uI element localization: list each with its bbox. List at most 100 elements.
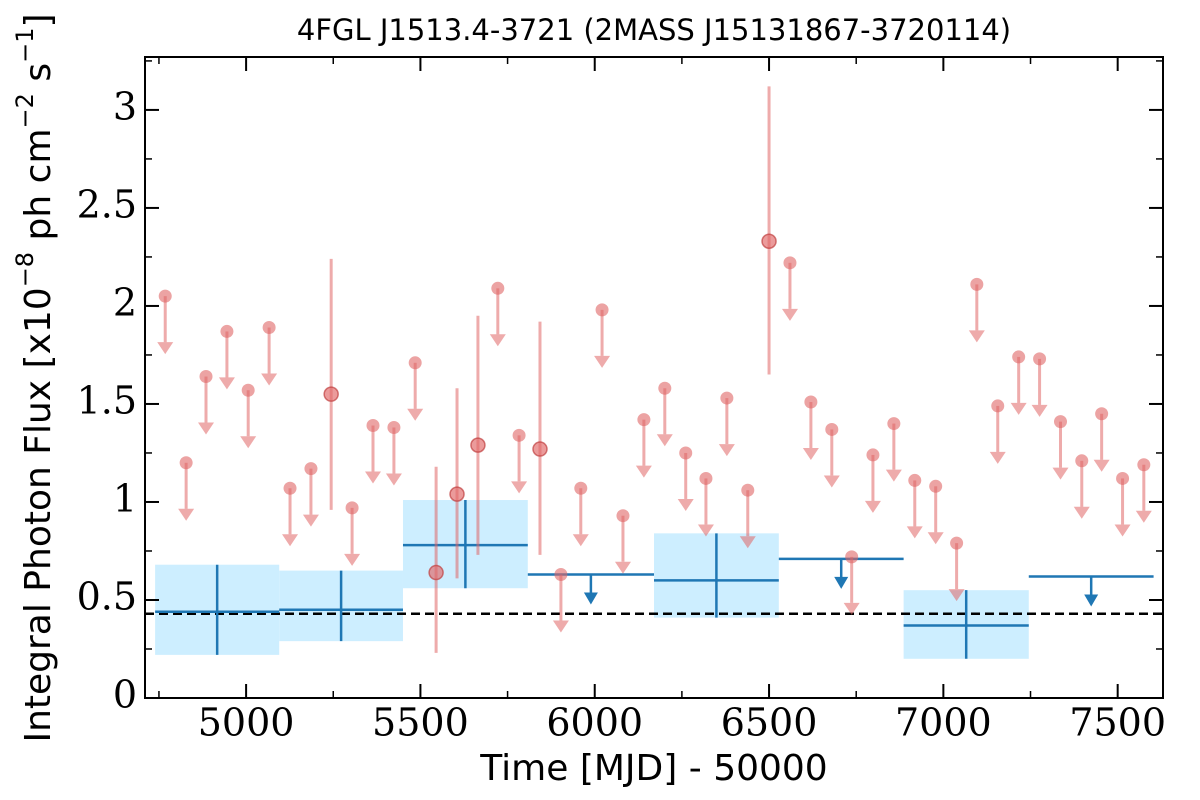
upper-limit-point [887, 417, 901, 431]
x-tick-label: 5500 [372, 701, 469, 745]
y-tick-label: 0 [113, 673, 137, 717]
upper-limit-point [616, 509, 630, 523]
upper-limit-point [241, 383, 255, 397]
upper-limit-head [948, 589, 965, 602]
upper-limit-head [739, 536, 756, 549]
upper-limit-point [408, 356, 422, 370]
upper-limit-point [825, 422, 839, 436]
upper-limit-head [718, 444, 735, 457]
bin-upper-limit-head [1084, 594, 1099, 607]
upper-limit-point [387, 420, 401, 434]
y-tick-label: 2.5 [77, 182, 137, 226]
y-axis-label: Integral Photon Flux [x10−8 ph cm−2 s−1] [11, 13, 59, 742]
upper-limit-head [218, 377, 235, 390]
upper-limit-point [1137, 458, 1151, 472]
upper-limit-point [804, 395, 818, 409]
upper-limit-head [572, 534, 589, 547]
y-label-text: s [18, 63, 59, 93]
detection-point [470, 437, 486, 453]
upper-limit-point [866, 448, 880, 462]
upper-limit-head [344, 553, 361, 566]
upper-limit-point [783, 256, 797, 270]
upper-limit-head [489, 334, 506, 347]
y-tick-label: 2 [113, 280, 137, 324]
upper-limit-head [385, 473, 402, 486]
upper-limit-head [614, 561, 631, 574]
upper-limit-point [1012, 350, 1026, 364]
upper-limit-head [552, 620, 569, 633]
upper-limit-head [1010, 402, 1027, 415]
upper-limit-point [595, 303, 609, 317]
detection-point [323, 386, 339, 402]
upper-limit-point [158, 289, 172, 303]
upper-limit-head [261, 373, 278, 386]
upper-limit-head [802, 448, 819, 461]
upper-limit-head [677, 498, 694, 511]
upper-limit-head [635, 465, 652, 478]
upper-limit-point [345, 501, 359, 515]
x-tick-label: 6000 [546, 701, 643, 745]
upper-limit-head [594, 355, 611, 368]
x-axis-label: Time [MJD] - 50000 [479, 748, 827, 789]
upper-limit-point [637, 413, 651, 427]
upper-limit-point [283, 481, 297, 495]
upper-limit-point [512, 428, 526, 442]
upper-limit-point [699, 471, 713, 485]
upper-limit-head [843, 602, 860, 615]
upper-limit-head [906, 526, 923, 539]
plot-layer [145, 86, 1163, 659]
y-tick-label: 0.5 [77, 574, 137, 618]
plot-frame [144, 56, 1164, 699]
upper-limit-head [1135, 510, 1152, 523]
y-tick-label: 1 [113, 476, 137, 520]
upper-limit-point [491, 281, 505, 295]
upper-limit-head [864, 500, 881, 513]
upper-limit-head [365, 471, 382, 484]
chart-title: 4FGL J1513.4-3721 (2MASS J15131867-37201… [297, 13, 1011, 47]
upper-limit-head [511, 481, 528, 494]
upper-limit-head [1073, 506, 1090, 519]
upper-limit-point [1054, 415, 1068, 429]
x-tick-label: 7000 [895, 701, 992, 745]
upper-limit-head [927, 532, 944, 545]
upper-limit-point [366, 419, 380, 433]
upper-limit-point [908, 473, 922, 487]
upper-limit-head [1031, 404, 1048, 417]
upper-limit-point [554, 568, 568, 582]
upper-limit-head [823, 475, 840, 488]
x-tick-label: 7500 [1069, 701, 1166, 745]
x-tick-label: 6500 [721, 701, 818, 745]
upper-limit-point [720, 391, 734, 405]
upper-limit-head [1052, 467, 1069, 480]
upper-limit-head [407, 408, 424, 421]
upper-limit-point [929, 479, 943, 493]
x-tick-label: 5000 [198, 701, 295, 745]
upper-limit-point [1116, 471, 1130, 485]
y-label-superscript: −1 [11, 28, 39, 63]
upper-limit-point [304, 462, 318, 476]
upper-limit-head [781, 308, 798, 321]
upper-limit-head [656, 434, 673, 447]
upper-limit-point [970, 277, 984, 291]
y-tick-label: 1.5 [77, 378, 137, 422]
upper-limit-point [991, 399, 1005, 413]
y-label-text: ] [18, 13, 59, 27]
upper-limit-point [1033, 352, 1047, 366]
upper-limit-head [968, 330, 985, 343]
upper-limit-head [178, 508, 195, 521]
upper-limit-head [302, 514, 319, 527]
upper-limit-head [885, 469, 902, 482]
upper-limit-point [658, 381, 672, 395]
upper-limit-head [697, 524, 714, 537]
upper-limit-point [199, 370, 213, 384]
upper-limit-head [282, 534, 299, 547]
bin-upper-limit-head [583, 592, 598, 605]
upper-limit-head [198, 422, 215, 435]
y-label-text: ph cm [18, 128, 59, 251]
upper-limit-point [845, 550, 859, 564]
upper-limit-head [240, 436, 257, 449]
y-label-text: Integral Photon Flux [x10 [18, 287, 59, 742]
upper-limit-point [179, 456, 193, 470]
detection-point [761, 233, 777, 250]
